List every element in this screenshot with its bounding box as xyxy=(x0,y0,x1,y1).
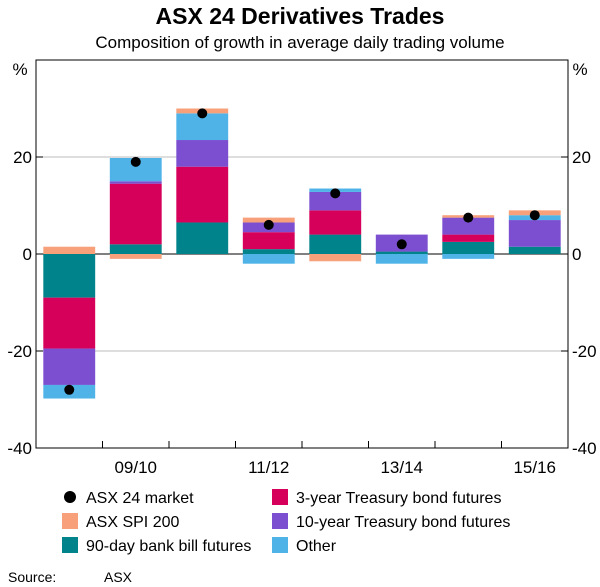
legend-swatch xyxy=(272,513,288,529)
market-dot xyxy=(463,212,474,223)
source-value: ASX xyxy=(104,569,133,585)
legend-label: ASX 24 market xyxy=(86,490,194,507)
x-tick-label: 13/14 xyxy=(380,458,423,477)
legend-label: 90-day bank bill futures xyxy=(86,538,251,555)
bar-segment xyxy=(109,254,162,259)
y-tick-label-right: 0 xyxy=(572,245,581,264)
y-tick-label-right: -40 xyxy=(572,439,597,458)
bar-segment xyxy=(242,249,295,254)
chart-subtitle: Composition of growth in average daily t… xyxy=(95,33,504,52)
x-tick-label: 15/16 xyxy=(513,458,556,477)
bar-segment xyxy=(176,140,229,167)
bar-segment xyxy=(375,251,428,254)
x-tick-label: 09/10 xyxy=(114,458,157,477)
bar-segment xyxy=(109,157,162,182)
legend-swatch xyxy=(272,537,288,553)
bar-segment xyxy=(442,254,495,259)
market-dot xyxy=(330,188,341,199)
bar-segment xyxy=(176,222,229,254)
y-tick-label-left: -40 xyxy=(7,439,32,458)
bar-segment xyxy=(309,191,362,211)
legend-swatch xyxy=(62,513,78,529)
y-tick-label-right: 20 xyxy=(572,148,591,167)
chart-title: ASX 24 Derivatives Trades xyxy=(156,3,445,29)
bar-segment xyxy=(442,217,495,235)
bar-segment xyxy=(508,220,561,247)
bar-segment xyxy=(43,348,96,385)
bar-segment xyxy=(442,234,495,242)
bar-segment xyxy=(242,232,295,250)
legend: ASX 24 market 3-year Treasury bond future… xyxy=(62,489,510,555)
bar-segment xyxy=(176,166,229,223)
source-label: Source: xyxy=(8,569,56,585)
market-dot xyxy=(197,108,208,119)
bar-segment xyxy=(109,181,162,184)
legend-label: Other xyxy=(296,538,337,555)
y-tick-label-left: 20 xyxy=(13,148,32,167)
market-dot xyxy=(396,239,407,250)
legend-label: 3-year Treasury bond futures xyxy=(296,490,501,507)
legend-label: 10-year Treasury bond futures xyxy=(296,514,510,531)
bar-stacks xyxy=(43,108,561,399)
market-dot xyxy=(130,156,141,167)
bar-segment xyxy=(442,241,495,254)
market-dot xyxy=(263,219,274,230)
market-dot xyxy=(64,384,75,395)
bar-segment xyxy=(309,254,362,262)
legend-dot-icon xyxy=(64,491,76,503)
legend-swatch xyxy=(62,537,78,553)
bar-segment xyxy=(109,183,162,245)
x-tick-label: 11/12 xyxy=(248,458,289,477)
bar-segment xyxy=(375,254,428,264)
bar-segment xyxy=(43,297,96,349)
y-axis-label-left: % xyxy=(12,60,27,79)
market-dot xyxy=(529,210,540,221)
legend-label: ASX SPI 200 xyxy=(86,514,179,531)
bar-segment xyxy=(309,234,362,254)
x-axis-ticks: 09/10 11/12 13/14 15/16 xyxy=(102,441,556,477)
y-tick-label-left: 0 xyxy=(23,245,32,264)
bar-segment xyxy=(309,210,362,235)
y-axis-label-right: % xyxy=(572,60,587,79)
y-axis-ticks: -40 -40 -20 -20 0 0 20 20 xyxy=(7,148,596,458)
bar-segment xyxy=(109,244,162,254)
legend-swatch xyxy=(272,489,288,505)
bar-segment xyxy=(43,254,96,298)
bar-segment xyxy=(508,246,561,254)
market-dots xyxy=(64,108,540,395)
bar-segment xyxy=(242,254,295,264)
y-tick-label-right: -20 xyxy=(572,342,597,361)
y-tick-label-left: -20 xyxy=(7,342,32,361)
bar-segment xyxy=(43,246,96,254)
